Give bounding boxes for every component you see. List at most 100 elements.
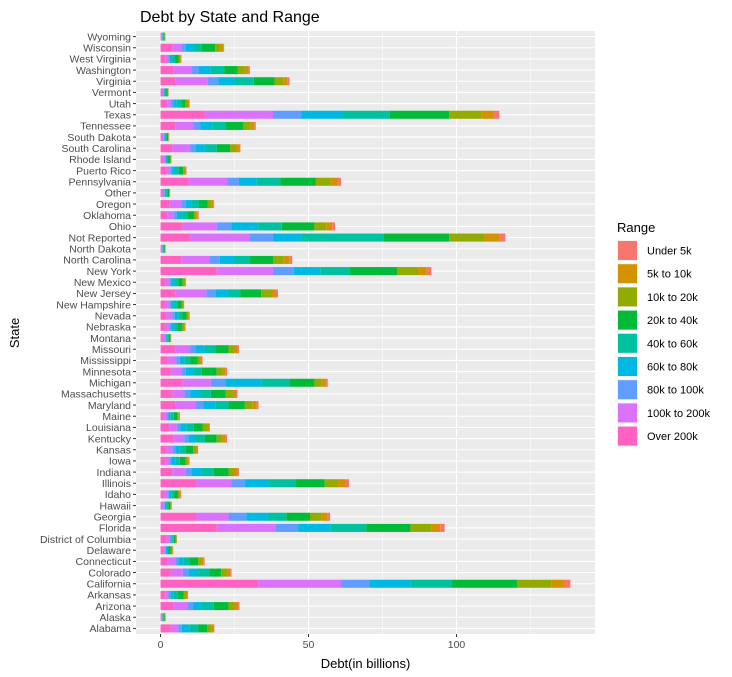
bar-segment: [201, 602, 214, 611]
bar-segment: [183, 166, 186, 175]
bar-segment: [160, 445, 167, 454]
bar-segment: [234, 255, 250, 264]
bar-segment: [188, 211, 194, 220]
bar-segment: [161, 32, 162, 41]
bar-segment: [315, 177, 331, 186]
bar-segment: [215, 43, 221, 52]
bar-segment: [440, 523, 445, 532]
bar-segment: [160, 155, 163, 164]
bar-segment: [170, 367, 182, 376]
bar-segment: [272, 233, 302, 242]
bar-segment: [175, 121, 194, 130]
bar-segment: [166, 501, 169, 510]
bar-segment: [196, 479, 232, 488]
legend-swatch: [618, 241, 637, 260]
legend-label: Over 200k: [647, 431, 698, 443]
bar-segment: [193, 367, 202, 376]
bar-segment: [200, 121, 213, 130]
bar-segment: [452, 579, 518, 588]
bar-segment: [176, 423, 181, 432]
y-tick-label: South Carolina: [62, 143, 132, 155]
bar-segment: [164, 501, 165, 510]
bar-segment: [162, 32, 163, 41]
bar-segment: [481, 110, 494, 119]
bar-segment: [160, 244, 162, 253]
bar-segment: [349, 267, 398, 276]
bar-segment: [484, 233, 500, 242]
y-tick-label: Florida: [99, 523, 131, 535]
bar-segment: [196, 401, 204, 410]
bar-segment: [178, 278, 183, 287]
bar-segment: [258, 579, 342, 588]
bar-segment: [197, 445, 199, 454]
bar-segment: [160, 99, 167, 108]
bar-segment: [160, 133, 162, 142]
bar-segment: [191, 66, 199, 75]
bar-segment: [256, 401, 259, 410]
bar-segment: [248, 66, 250, 75]
y-tick-label: Kansas: [96, 445, 131, 457]
bar-segment: [160, 501, 162, 510]
bar-segment: [160, 121, 176, 130]
bar-segment: [220, 43, 224, 52]
bar-segment: [166, 88, 168, 97]
bar-segment: [193, 445, 197, 454]
bar-segment: [160, 289, 176, 298]
bar-segment: [175, 345, 191, 354]
bar-segment: [330, 523, 367, 532]
bar-segment: [178, 311, 183, 320]
bar-segment: [244, 401, 253, 410]
bar-segment: [185, 166, 187, 175]
bar-segment: [173, 412, 178, 421]
bar-segment: [211, 624, 214, 633]
bar-segment: [160, 412, 164, 421]
bar-segment: [181, 200, 186, 209]
bar-segment: [160, 389, 173, 398]
bar-segment: [175, 401, 197, 410]
y-tick-label: Alaska: [99, 612, 131, 624]
bar-segment: [163, 32, 165, 41]
y-tick-label: Colorado: [88, 567, 131, 579]
bar-segment: [216, 367, 223, 376]
bar-segment: [167, 356, 177, 365]
bar-segment: [225, 367, 228, 376]
bar-segment: [170, 546, 173, 555]
bar-segment: [252, 401, 257, 410]
bar-segment: [160, 356, 168, 365]
bar-segment: [418, 267, 427, 276]
bar-segment: [211, 200, 214, 209]
bar-segment: [180, 423, 187, 432]
legend-title: Range: [617, 220, 655, 235]
bar-segment: [160, 200, 170, 209]
y-tick-label: Alabama: [90, 623, 132, 635]
bar-segment: [240, 289, 262, 298]
legend-label: 5k to 10k: [647, 269, 692, 281]
bar-segment: [254, 121, 256, 130]
bar-segment: [189, 624, 199, 633]
bar-segment: [234, 77, 254, 86]
bar-segment: [272, 110, 302, 119]
bar-segment: [167, 546, 169, 555]
bar-segment: [171, 501, 172, 510]
bar-segment: [234, 468, 238, 477]
bar-segment: [204, 345, 216, 354]
legend-label: 60k to 80k: [647, 362, 698, 374]
bar-segment: [203, 401, 216, 410]
bar-segment: [196, 211, 198, 220]
bar-segment: [163, 412, 168, 421]
bar-segment: [227, 177, 239, 186]
bar-segment: [164, 546, 166, 555]
bar-segment: [165, 133, 167, 142]
bar-segment: [190, 356, 198, 365]
bar-segment: [160, 624, 171, 633]
bar-segment: [216, 222, 232, 231]
bar-segment: [228, 401, 245, 410]
bar-segment: [167, 557, 176, 566]
bar-segment: [342, 110, 390, 119]
bar-segment: [185, 43, 194, 52]
bar-segment: [164, 133, 166, 142]
bar-segment: [289, 255, 293, 264]
bar-segment: [188, 311, 190, 320]
bar-segment: [160, 434, 174, 443]
bar-segment: [275, 523, 299, 532]
